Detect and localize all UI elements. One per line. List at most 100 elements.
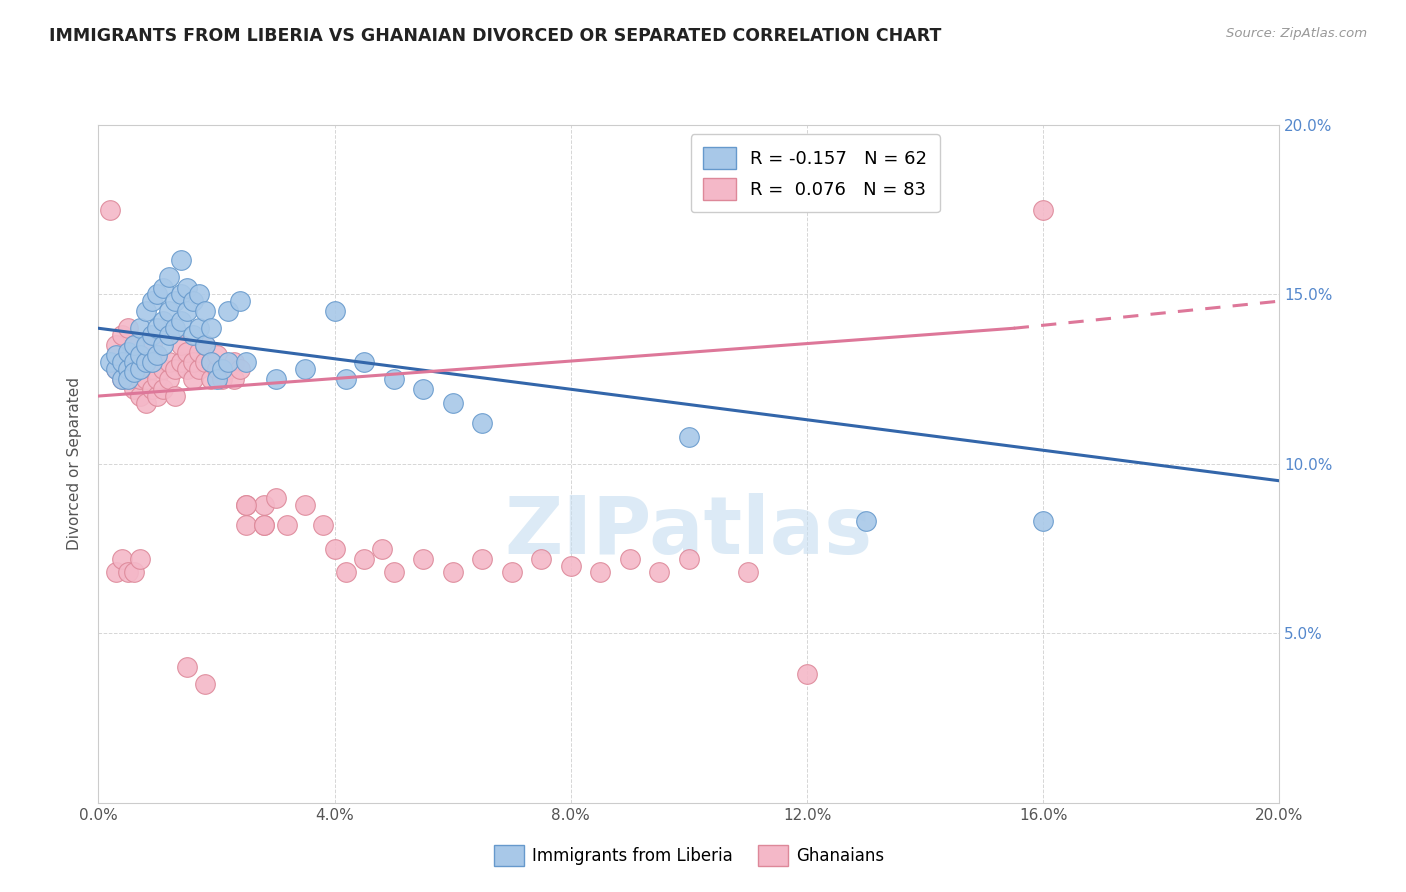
Point [194, 355, 217, 369]
Point [294, 362, 316, 376]
Point [560, 558, 582, 573]
Point [235, 517, 257, 532]
Point [194, 304, 217, 318]
Point [211, 362, 233, 376]
Point [98, 202, 121, 217]
Point [796, 667, 818, 681]
Point [648, 566, 671, 580]
Point [205, 372, 228, 386]
Point [111, 355, 134, 369]
Point [105, 566, 128, 580]
Point [530, 551, 553, 566]
Point [294, 498, 316, 512]
Point [187, 362, 209, 376]
Point [152, 382, 174, 396]
Point [122, 382, 145, 396]
Point [187, 287, 209, 301]
Point [412, 382, 434, 396]
Point [157, 355, 180, 369]
Point [323, 541, 346, 556]
Point [205, 348, 228, 362]
Point [165, 389, 187, 403]
Point [157, 328, 180, 343]
Point [122, 338, 145, 352]
Point [264, 372, 287, 386]
Point [176, 280, 198, 294]
Point [235, 355, 257, 369]
Point [471, 416, 494, 430]
Point [253, 517, 276, 532]
Point [170, 338, 193, 352]
Point [229, 294, 252, 309]
Point [187, 345, 209, 359]
Point [105, 338, 128, 352]
Point [152, 362, 174, 376]
Point [678, 551, 700, 566]
Point [135, 355, 157, 369]
Point [122, 365, 145, 379]
Point [105, 362, 128, 376]
Point [128, 551, 150, 566]
Point [111, 355, 134, 369]
Point [335, 566, 357, 580]
Point [152, 338, 174, 352]
Point [217, 355, 239, 369]
Point [170, 355, 193, 369]
Point [253, 517, 276, 532]
Point [200, 372, 222, 386]
Point [146, 389, 169, 403]
Point [170, 287, 193, 301]
Point [589, 566, 612, 580]
Point [165, 321, 187, 335]
Point [253, 498, 276, 512]
Point [157, 304, 180, 318]
Point [152, 280, 174, 294]
Point [181, 355, 204, 369]
Point [105, 348, 128, 362]
Point [235, 498, 257, 512]
Point [165, 294, 187, 309]
Point [117, 345, 139, 359]
Point [135, 304, 157, 318]
Point [353, 551, 375, 566]
Point [181, 294, 204, 309]
Point [141, 328, 163, 343]
Point [200, 321, 222, 335]
Point [141, 294, 163, 309]
Point [117, 566, 139, 580]
Point [176, 660, 198, 674]
Point [264, 491, 287, 505]
Point [382, 372, 405, 386]
Point [276, 517, 298, 532]
Point [122, 338, 145, 352]
Text: ZIPatlas: ZIPatlas [505, 492, 873, 571]
Point [135, 338, 157, 352]
Point [128, 348, 150, 362]
Point [111, 551, 134, 566]
Legend: Immigrants from Liberia, Ghanaians: Immigrants from Liberia, Ghanaians [486, 838, 891, 872]
Point [335, 372, 357, 386]
Point [224, 372, 246, 386]
Point [146, 321, 169, 335]
Point [194, 338, 217, 352]
Point [229, 362, 252, 376]
Point [441, 396, 464, 410]
Point [412, 551, 434, 566]
Y-axis label: Divorced or Separated: Divorced or Separated [67, 377, 83, 550]
Point [157, 372, 180, 386]
Point [117, 321, 139, 335]
Point [176, 345, 198, 359]
Point [135, 355, 157, 369]
Point [105, 362, 128, 376]
Point [176, 362, 198, 376]
Point [1032, 515, 1054, 529]
Text: IMMIGRANTS FROM LIBERIA VS GHANAIAN DIVORCED OR SEPARATED CORRELATION CHART: IMMIGRANTS FROM LIBERIA VS GHANAIAN DIVO… [49, 27, 942, 45]
Point [211, 372, 233, 386]
Point [170, 253, 193, 268]
Point [619, 551, 641, 566]
Point [312, 517, 335, 532]
Point [176, 304, 198, 318]
Point [165, 362, 187, 376]
Point [141, 382, 163, 396]
Point [146, 287, 169, 301]
